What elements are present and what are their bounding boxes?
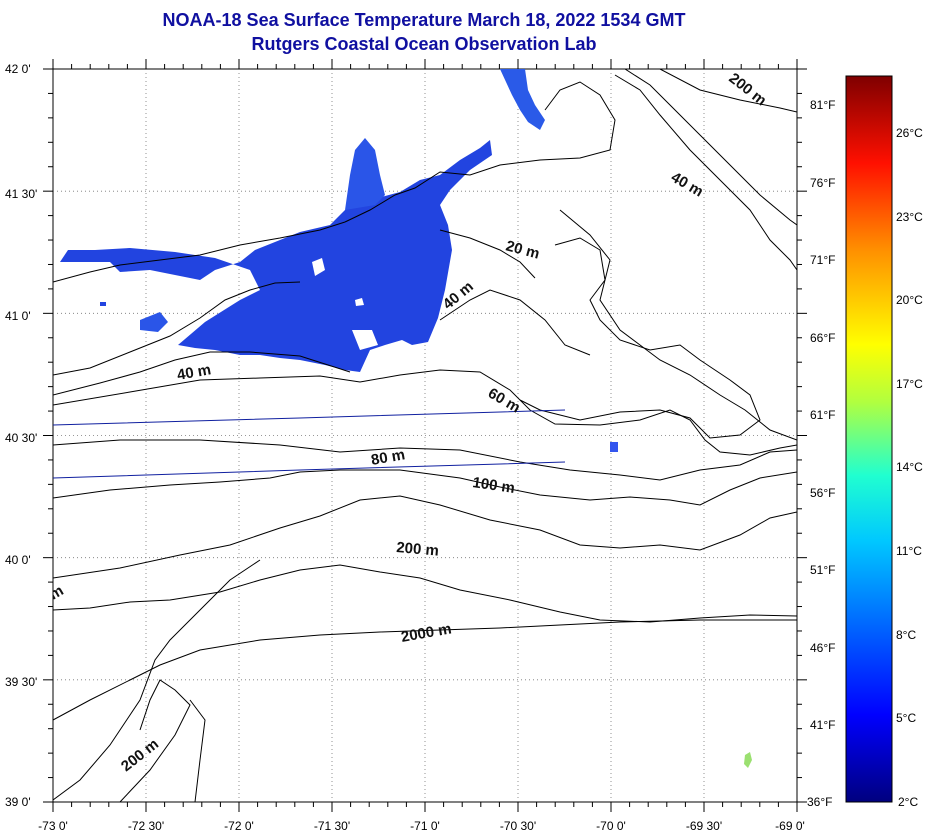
contour-20m	[439, 229, 536, 279]
lon-tick-label: -72 0'	[224, 819, 254, 832]
lat-tick-label: 40 0'	[5, 553, 31, 567]
contour-label: 200 m	[396, 539, 440, 560]
coastline-long-island	[53, 281, 301, 376]
lon-axis: -73 0' -72 30' -72 0' -71 30' -71 0' -70…	[38, 819, 805, 832]
gulf-maine-contour	[659, 69, 797, 113]
contour-label: 80 m	[370, 446, 407, 469]
contour-label: 100 m	[471, 474, 515, 497]
contour-label: 40 m	[176, 361, 213, 384]
sst-upper-inlet	[345, 138, 385, 210]
nantucket-islands	[519, 237, 761, 439]
contour-slope-deep	[53, 619, 797, 721]
lat-tick-label: 42 0'	[5, 62, 31, 76]
sst-main-patch	[60, 140, 492, 372]
contour-80m	[53, 439, 797, 481]
canyon-west	[53, 559, 261, 801]
lon-tick-label: -73 0'	[38, 819, 68, 832]
sst-west-patch	[140, 312, 168, 332]
canyon-west-3	[189, 699, 206, 802]
lon-tick-label: -70 0'	[596, 819, 626, 832]
fahrenheit-label: 71°F	[810, 253, 835, 267]
contour-40m-west	[53, 351, 351, 396]
axis-ticks	[43, 59, 807, 812]
celsius-label: 2°C	[898, 795, 918, 809]
nav-line-2	[53, 461, 566, 479]
colorbar	[845, 75, 893, 803]
celsius-label: 26°C	[896, 126, 923, 140]
map-subtitle: Rutgers Coastal Ocean Observation Lab	[251, 34, 597, 54]
fahrenheit-label: 66°F	[810, 331, 835, 345]
sst-warm-pixels	[744, 752, 752, 768]
graticule	[53, 69, 797, 802]
coastline-ct	[53, 221, 346, 283]
lon-tick-label: -70 30'	[500, 819, 536, 832]
nav-line-1	[53, 409, 566, 426]
contour-100m	[53, 469, 797, 506]
fahrenheit-label: 56°F	[810, 486, 835, 500]
lat-axis: 42 0' 41 30' 41 0' 40 30' 40 0' 39 30' 3…	[5, 62, 37, 809]
fahrenheit-label: 76°F	[810, 176, 835, 190]
contour-40m-inner	[439, 289, 591, 356]
canyon-west-2	[119, 679, 191, 802]
cape-cod-outer	[614, 74, 797, 271]
bathymetry-contours	[53, 69, 797, 802]
sst-data-layer	[60, 69, 752, 768]
celsius-label: 11°C	[896, 544, 922, 558]
fahrenheit-label: 36°F	[807, 795, 832, 809]
fahrenheit-scale: 81°F 76°F 71°F 66°F 61°F 56°F 51°F 46°F …	[807, 98, 835, 809]
lon-tick-label: -71 0'	[410, 819, 440, 832]
lat-tick-label: 39 30'	[5, 675, 37, 689]
contour-60m	[53, 369, 797, 456]
fahrenheit-label: 81°F	[810, 98, 835, 112]
celsius-label: 14°C	[896, 460, 923, 474]
sst-pixel-east	[610, 442, 618, 452]
fahrenheit-label: 46°F	[810, 641, 835, 655]
coastline-ri	[344, 81, 616, 223]
cape-cod-shelf	[624, 69, 797, 226]
celsius-label: 17°C	[896, 377, 923, 391]
lat-tick-label: 41 30'	[5, 187, 37, 201]
fahrenheit-label: 51°F	[810, 563, 835, 577]
fahrenheit-label: 61°F	[810, 408, 835, 422]
lon-tick-label: -69 30'	[686, 819, 722, 832]
map-title: NOAA-18 Sea Surface Temperature March 18…	[162, 10, 686, 30]
contour-200m	[53, 495, 797, 579]
lat-tick-label: 41 0'	[5, 309, 31, 323]
sst-cape-patch	[500, 69, 545, 130]
nantucket-shoals	[559, 209, 797, 441]
celsius-label: 5°C	[896, 711, 916, 725]
celsius-label: 20°C	[896, 293, 923, 307]
lat-tick-label: 40 30'	[5, 431, 37, 445]
lon-tick-label: -72 30'	[128, 819, 164, 832]
lon-tick-label: -69 0'	[775, 819, 805, 832]
celsius-scale: 26°C 23°C 20°C 17°C 14°C 11°C 8°C 5°C 2°…	[896, 126, 923, 809]
celsius-label: 23°C	[896, 210, 923, 224]
lat-tick-label: 39 0'	[5, 795, 31, 809]
fahrenheit-label: 41°F	[810, 718, 835, 732]
celsius-label: 8°C	[896, 628, 916, 642]
lon-tick-label: -71 30'	[314, 819, 350, 832]
